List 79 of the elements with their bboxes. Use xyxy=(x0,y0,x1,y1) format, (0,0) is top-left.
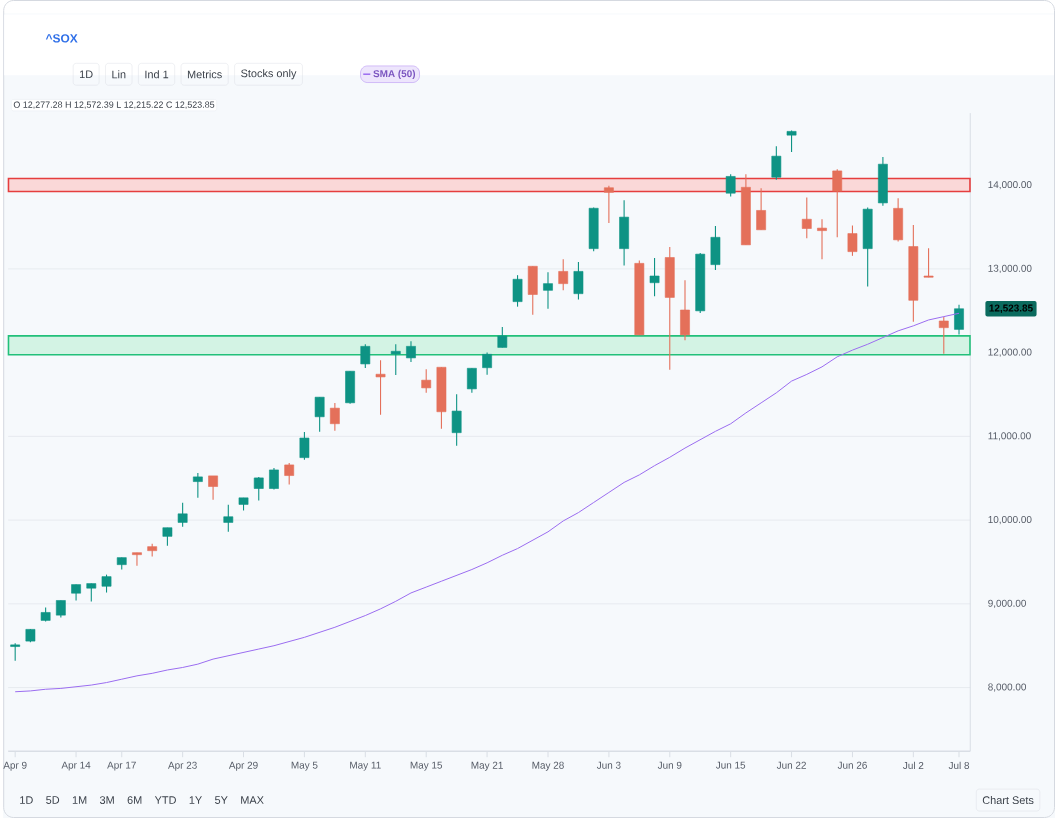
text: Chart Sets xyxy=(982,796,1034,805)
candlestick xyxy=(923,247,934,278)
candlestick xyxy=(467,367,477,394)
x-tick-label: May 5 xyxy=(291,761,318,771)
candlestick xyxy=(223,504,234,533)
candlestick xyxy=(482,352,492,376)
x-tick-label: Apr 17 xyxy=(107,761,136,771)
x-tick-label: Apr 23 xyxy=(168,761,197,771)
text: 12,523.85 xyxy=(989,304,1033,313)
text: 1Y xyxy=(189,796,202,804)
candlestick xyxy=(938,316,949,355)
candlestick xyxy=(269,467,279,491)
x-tick-label: Jul 8 xyxy=(948,761,970,769)
candlestick xyxy=(954,304,964,336)
x-tick-label: Apr 14 xyxy=(61,761,91,771)
y-tick-label: 10,000.00 xyxy=(988,516,1032,525)
candlestick xyxy=(314,396,325,433)
x-tick-label: Jun 26 xyxy=(837,761,867,769)
x-tick-label: Jun 15 xyxy=(715,761,746,769)
candlestick xyxy=(162,527,173,547)
candlestick xyxy=(649,257,660,297)
candlestick xyxy=(817,218,827,260)
text: 1M xyxy=(72,796,87,804)
text: 1D xyxy=(20,796,33,804)
candlestick xyxy=(725,173,736,198)
candlestick xyxy=(330,402,340,432)
x-tick-label: May 21 xyxy=(471,761,503,771)
y-tick-label: 12,000.00 xyxy=(988,348,1032,357)
text: Ind 1 xyxy=(145,70,169,79)
candlestick xyxy=(192,472,203,499)
text: O 12,277.28 H 12,572.39 L 12,215.22 C 12,523.85 xyxy=(13,101,215,109)
y-tick-label: 14,000.00 xyxy=(988,181,1032,190)
x-tick-label: Apr 29 xyxy=(228,761,258,771)
x-tick-label: May 11 xyxy=(350,761,381,771)
candlestick xyxy=(604,185,614,224)
candlestick xyxy=(406,340,416,363)
chart-title: ^SOX xyxy=(45,34,78,43)
y-tick-label: 8,000.00 xyxy=(988,683,1027,692)
text: Metrics xyxy=(187,70,222,79)
text: 6M xyxy=(127,796,142,804)
candlestick xyxy=(177,502,188,528)
legend-label: SMA (50) xyxy=(373,69,416,80)
candlestick xyxy=(801,196,812,239)
candlestick xyxy=(208,475,218,501)
text: YTD xyxy=(154,796,176,804)
x-tick-label: Jun 22 xyxy=(776,761,806,769)
x-tick-label: Jun 9 xyxy=(657,761,682,769)
x-tick-label: Apr 9 xyxy=(3,761,27,771)
text: MAX xyxy=(241,796,264,804)
candlestick xyxy=(543,271,553,310)
candlestick xyxy=(421,368,432,394)
x-tick-label: May 28 xyxy=(532,761,564,771)
candlestick xyxy=(847,224,858,257)
x-tick-label: Jun 3 xyxy=(596,761,621,769)
text: 5Y xyxy=(214,796,228,804)
candlestick xyxy=(771,145,782,181)
text: 1D xyxy=(79,70,93,79)
candlestick xyxy=(832,168,843,238)
text: 3M xyxy=(99,796,114,804)
candlestick xyxy=(284,462,295,486)
candlestick xyxy=(497,326,508,348)
candlestick xyxy=(132,552,142,567)
x-tick-label: Jul 2 xyxy=(903,761,924,769)
x-tick-label: May 15 xyxy=(410,761,443,771)
text: 5D xyxy=(46,796,60,804)
candlestick xyxy=(558,258,569,291)
candlestick xyxy=(299,431,310,461)
candlestick xyxy=(375,359,386,416)
candlestick xyxy=(360,343,371,369)
y-tick-label: 9,000.00 xyxy=(988,599,1027,608)
candlestick xyxy=(756,187,766,231)
y-tick-label: 11,000.00 xyxy=(988,432,1031,441)
candlestick xyxy=(390,343,401,376)
candlestick xyxy=(451,393,462,447)
candlestick xyxy=(573,261,584,301)
text: Lin xyxy=(112,70,126,79)
text: Stocks only xyxy=(241,69,297,80)
y-tick-label: 13,000.00 xyxy=(988,264,1032,273)
candlestick xyxy=(512,274,523,308)
